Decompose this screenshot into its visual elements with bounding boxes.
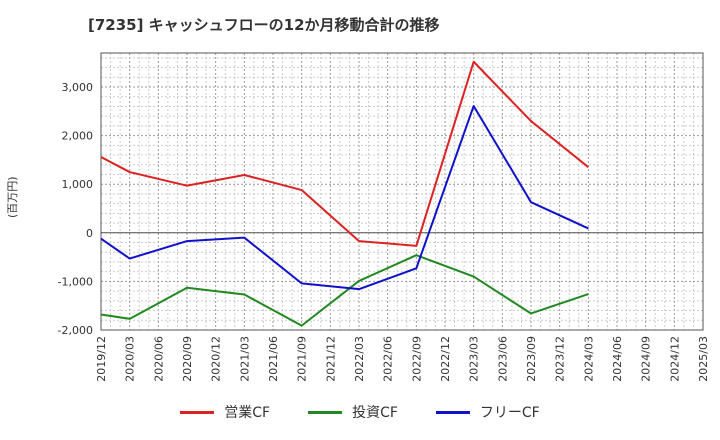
x-tick-label: 2024/06 xyxy=(611,336,624,382)
series-line xyxy=(100,254,589,327)
legend-label: フリーCF xyxy=(479,405,540,421)
x-tick-label: 2024/03 xyxy=(582,336,595,382)
x-tick-label: 2021/09 xyxy=(296,336,309,382)
chart-title: [7235] キャッシュフローの12か月移動合計の推移 xyxy=(88,16,440,34)
legend-item: 営業CF xyxy=(180,402,270,422)
y-tick-label: -2,000 xyxy=(58,324,93,337)
legend-swatch xyxy=(435,410,470,414)
x-tick-label: 2024/09 xyxy=(640,336,653,382)
legend-label: 営業CF xyxy=(224,405,271,421)
x-tick-label: 2020/06 xyxy=(152,336,165,382)
x-tick-label: 2024/12 xyxy=(668,336,681,382)
x-tick-label: 2021/06 xyxy=(267,336,280,382)
x-tick-label: 2025/03 xyxy=(697,336,710,382)
y-tick-label: 1,000 xyxy=(62,178,94,191)
y-tick-label: 0 xyxy=(86,227,93,240)
x-tick-label: 2023/12 xyxy=(554,336,567,382)
x-tick-label: 2022/09 xyxy=(410,336,423,382)
x-tick-label: 2022/06 xyxy=(382,336,395,382)
x-tick-label: 2022/12 xyxy=(439,336,452,382)
x-tick-label: 2020/09 xyxy=(181,336,194,382)
x-tick-label: 2023/09 xyxy=(525,336,538,382)
plot-area xyxy=(101,53,703,330)
legend-swatch xyxy=(308,410,343,414)
x-tick-label: 2020/12 xyxy=(210,336,223,382)
legend-item: フリーCF xyxy=(435,402,540,422)
x-tick-label: 2023/03 xyxy=(468,336,481,382)
x-tick-label: 2020/03 xyxy=(124,336,137,382)
x-tick-label: 2023/06 xyxy=(496,336,509,382)
plot-border xyxy=(100,52,704,331)
x-tick-label: 2022/03 xyxy=(353,336,366,382)
series-line xyxy=(100,104,589,291)
x-tick-label: 2021/03 xyxy=(238,336,251,382)
legend-item: 投資CF xyxy=(308,402,398,422)
y-tick-label: -1,000 xyxy=(58,275,93,288)
chart-legend: 営業CF 投資CF フリーCF xyxy=(0,402,720,422)
x-tick-label: 2019/12 xyxy=(95,336,108,382)
y-tick-label: 2,000 xyxy=(62,130,94,143)
series-line xyxy=(100,60,589,247)
y-tick-label: 3,000 xyxy=(62,81,94,94)
legend-label: 投資CF xyxy=(352,405,398,421)
x-tick-label: 2021/12 xyxy=(324,336,337,382)
legend-swatch xyxy=(180,410,215,414)
